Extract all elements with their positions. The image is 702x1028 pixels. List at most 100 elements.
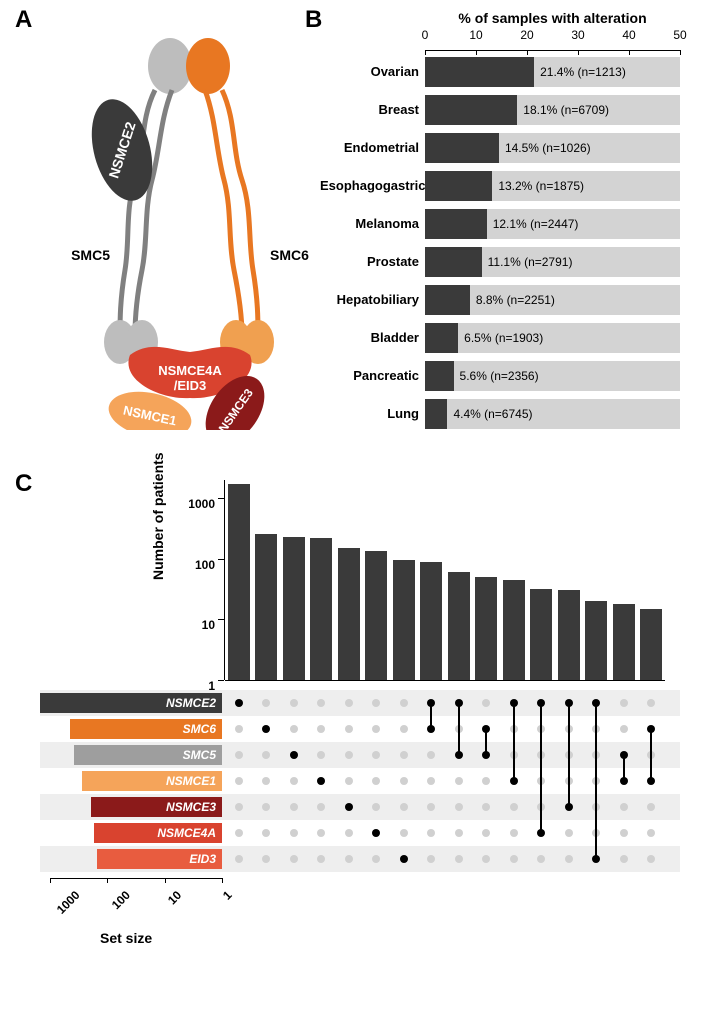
dot-area: [225, 690, 665, 716]
upset-dot: [400, 803, 408, 811]
ytick-mark-c: [218, 498, 224, 499]
upset-dot: [427, 855, 435, 863]
gene-set-bar: SMC5: [74, 745, 222, 765]
bar-bg: 18.1% (n=6709): [425, 95, 680, 125]
upset-dot: [372, 777, 380, 785]
axis-ticks-b: 01020304050: [425, 28, 680, 48]
bar-row: Esophagogastric13.2% (n=1875): [320, 168, 690, 203]
gene-row: NSMCE3: [40, 794, 680, 820]
bar-value-label: 6.5% (n=1903): [464, 331, 543, 345]
upset-dot: [345, 777, 353, 785]
upset-dot: [647, 803, 655, 811]
gene-row: SMC5: [40, 742, 680, 768]
upset-dot: [482, 699, 490, 707]
bar-category: Breast: [320, 102, 425, 117]
bar-category: Pancreatic: [320, 368, 425, 383]
svg-text:SMC6: SMC6: [270, 247, 309, 263]
bar-row: Lung4.4% (n=6745): [320, 396, 690, 431]
bar-value-label: 5.6% (n=2356): [460, 369, 539, 383]
gene-row: EID3: [40, 846, 680, 872]
axis-tick-b: 40: [622, 28, 635, 42]
upset-bar: [255, 534, 277, 680]
gene-rows: NSMCE2SMC6SMC5NSMCE1NSMCE3NSMCE4AEID3: [40, 690, 680, 872]
upset-bar: [448, 572, 470, 680]
upset-dot: [372, 855, 380, 863]
upset-bar: [558, 590, 580, 680]
upset-dot: [482, 777, 490, 785]
upset-dot: [400, 829, 408, 837]
tick-mark-b: [629, 50, 630, 55]
bar-value-label: 21.4% (n=1213): [540, 65, 626, 79]
upset-dot: [620, 699, 628, 707]
upset-dot: [427, 777, 435, 785]
upset-dot: [290, 855, 298, 863]
upset-dot: [427, 829, 435, 837]
upset-dot: [345, 855, 353, 863]
upset-dot: [455, 829, 463, 837]
upset-connector: [513, 703, 515, 781]
upset-dot: [235, 829, 243, 837]
upset-dot: [262, 777, 270, 785]
bar-category: Ovarian: [320, 64, 425, 79]
upset-dot: [455, 777, 463, 785]
upset-dot: [427, 751, 435, 759]
tick-mark-b: [527, 50, 528, 55]
bar-bg: 12.1% (n=2447): [425, 209, 680, 239]
axis-tick-b: 10: [469, 28, 482, 42]
bar-fill: [425, 361, 454, 391]
bar-value-label: 13.2% (n=1875): [498, 179, 584, 193]
upset-dot: [262, 699, 270, 707]
ytick-mark-c: [218, 619, 224, 620]
upset-bar: [393, 560, 415, 680]
upset-dot: [620, 803, 628, 811]
upset-dot: [262, 855, 270, 863]
setsize-tickmark: [165, 878, 166, 883]
upset-dot: [620, 855, 628, 863]
upset-connector: [595, 703, 597, 859]
panel-c-upset: Number of patients 1101001000 NSMCE2SMC6…: [40, 470, 680, 1010]
upset-dot: [235, 855, 243, 863]
bar-fill: [425, 323, 458, 353]
bar-bg: 13.2% (n=1875): [425, 171, 680, 201]
upset-dot: [620, 829, 628, 837]
upset-dot: [262, 829, 270, 837]
setsize-tick-label: 1000: [54, 888, 83, 917]
bar-bg: 11.1% (n=2791): [425, 247, 680, 277]
upset-dot: [235, 803, 243, 811]
upset-bar: [585, 601, 607, 680]
upset-dot: [345, 829, 353, 837]
bar-value-label: 12.1% (n=2447): [493, 217, 579, 231]
tick-mark-b: [578, 50, 579, 55]
upset-bar: [338, 548, 360, 680]
upset-dot: [400, 699, 408, 707]
upset-dot: [427, 803, 435, 811]
setsize-tickmark: [222, 878, 223, 883]
yticks-c: 1101001000: [160, 480, 215, 680]
upset-dot: [565, 855, 573, 863]
upset-dot: [290, 699, 298, 707]
upset-dot: [262, 725, 270, 733]
setsize-label: Set size: [100, 930, 152, 946]
bar-row: Bladder6.5% (n=1903): [320, 320, 690, 355]
upset-dot: [317, 751, 325, 759]
gene-set-bar: EID3: [97, 849, 222, 869]
upset-connector: [485, 729, 487, 755]
upset-bar: [475, 577, 497, 680]
upset-dot: [317, 725, 325, 733]
gene-bar-area: NSMCE2: [40, 690, 222, 716]
upset-dot: [290, 725, 298, 733]
upset-dot: [537, 855, 545, 863]
upset-dot: [262, 751, 270, 759]
upset-dot: [345, 725, 353, 733]
upset-dot: [400, 777, 408, 785]
upset-bar: [420, 562, 442, 680]
bar-category: Lung: [320, 406, 425, 421]
upset-dot: [647, 699, 655, 707]
svg-text:/EID3: /EID3: [174, 378, 207, 393]
bar-fill: [425, 133, 499, 163]
upset-dot: [317, 803, 325, 811]
upset-dot: [372, 725, 380, 733]
upset-bar: [503, 580, 525, 680]
upset-bars: [225, 480, 665, 680]
upset-bar: [613, 604, 635, 680]
